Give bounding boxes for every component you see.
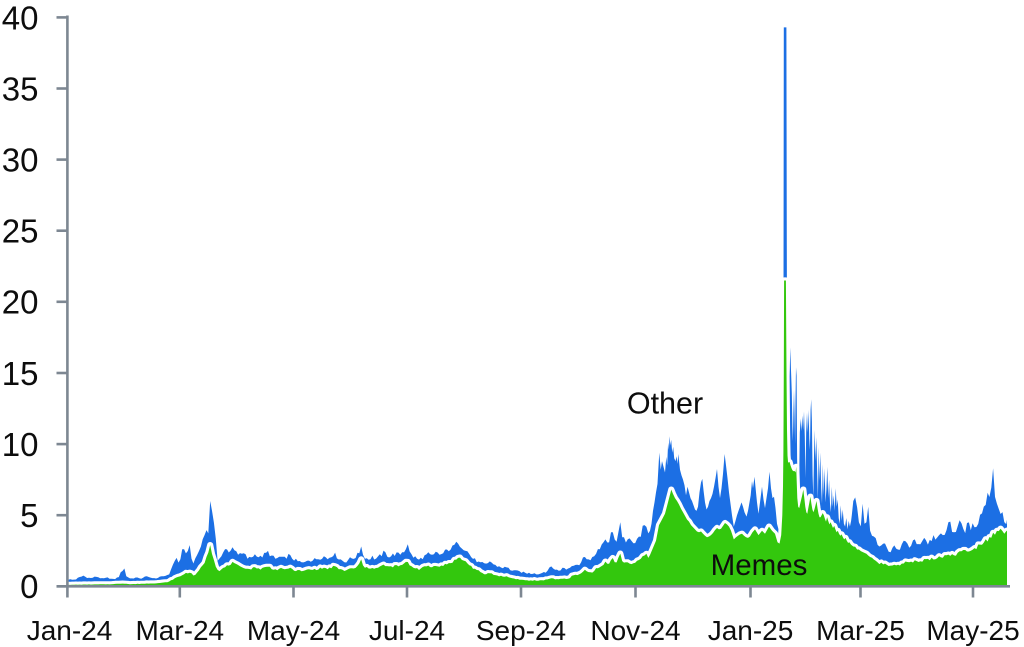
- svg-text:Jan-24: Jan-24: [27, 615, 113, 646]
- svg-text:20: 20: [2, 284, 39, 321]
- svg-text:Mar-25: Mar-25: [816, 615, 905, 646]
- svg-text:30: 30: [2, 142, 39, 179]
- svg-text:15: 15: [2, 355, 39, 392]
- svg-text:35: 35: [2, 70, 39, 107]
- svg-text:Jan-25: Jan-25: [708, 615, 794, 646]
- svg-text:Jul-24: Jul-24: [369, 615, 445, 646]
- svg-text:0: 0: [20, 568, 38, 605]
- svg-text:May-25: May-25: [926, 615, 1019, 646]
- svg-text:Memes: Memes: [711, 549, 808, 582]
- svg-text:Mar-24: Mar-24: [135, 615, 224, 646]
- svg-text:25: 25: [2, 213, 39, 250]
- svg-text:5: 5: [20, 497, 38, 534]
- svg-text:Nov-24: Nov-24: [590, 615, 680, 646]
- svg-text:Sep-24: Sep-24: [476, 615, 566, 646]
- svg-text:40: 40: [2, 0, 39, 36]
- svg-text:Other: Other: [627, 387, 703, 421]
- svg-text:10: 10: [2, 426, 39, 463]
- svg-text:May-24: May-24: [247, 615, 340, 646]
